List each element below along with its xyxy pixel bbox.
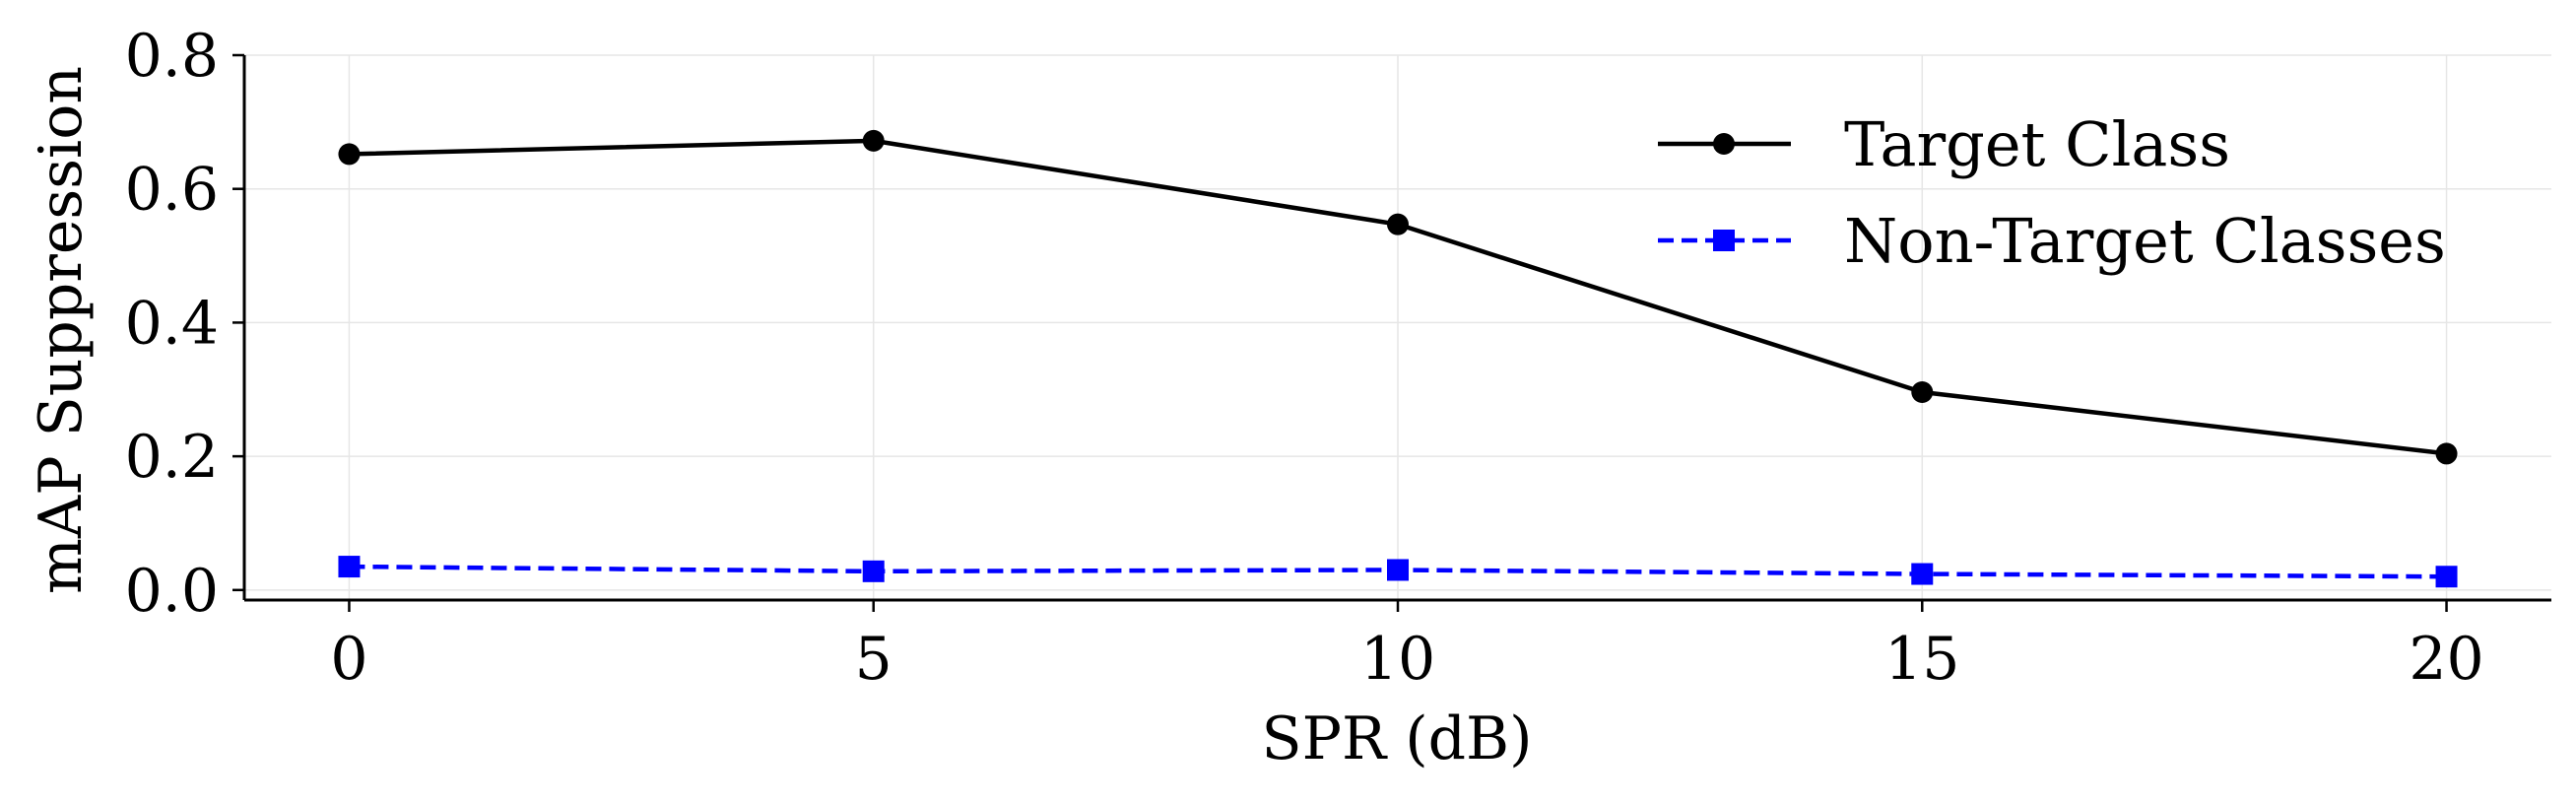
x-tick-label: 0: [330, 625, 367, 694]
series-layer: [338, 129, 2458, 588]
series-1-point: [338, 143, 361, 166]
legend-marker-2: [1713, 230, 1735, 251]
x-tick-label: 15: [1884, 625, 1959, 694]
legend-entry-2: Non-Target Classes: [1658, 205, 2446, 277]
legend-label-1: Target Class: [1844, 108, 2230, 180]
y-axis-label: mAP Suppression: [27, 66, 96, 594]
legend-marker-1: [1713, 133, 1735, 155]
x-tick-label: 10: [1360, 625, 1435, 694]
series-1-point: [1387, 213, 1409, 235]
y-tick-label: 0.0: [125, 557, 219, 626]
series-1-point: [862, 129, 885, 152]
series-1-point: [2435, 442, 2458, 465]
y-tick-label: 0.4: [125, 289, 219, 358]
series-2: [338, 556, 2458, 588]
legend-entry-1: Target Class: [1658, 108, 2230, 180]
x-tick-label: 5: [855, 625, 892, 694]
series-2-point: [338, 556, 361, 578]
x-tick-label: 20: [2409, 625, 2483, 694]
y-axis-ticks: 0.0 0.2 0.4 0.6 0.8: [125, 22, 244, 626]
series-1-point: [1911, 380, 1934, 403]
series-2-point: [2435, 566, 2458, 588]
x-axis-label: SPR (dB): [1261, 704, 1532, 773]
x-axis-ticks: 0 5 10 15 20: [330, 600, 2484, 694]
legend: Target Class Non-Target Classes: [1658, 108, 2446, 277]
series-2-point: [1387, 559, 1409, 581]
y-tick-label: 0.2: [125, 423, 219, 492]
y-tick-label: 0.8: [125, 22, 219, 91]
grid-lines: [244, 54, 2551, 600]
series-2-point: [1911, 563, 1934, 585]
legend-label-2: Non-Target Classes: [1844, 205, 2446, 277]
series-1: [338, 129, 2458, 465]
y-tick-label: 0.6: [125, 156, 219, 225]
series-2-point: [862, 560, 885, 582]
